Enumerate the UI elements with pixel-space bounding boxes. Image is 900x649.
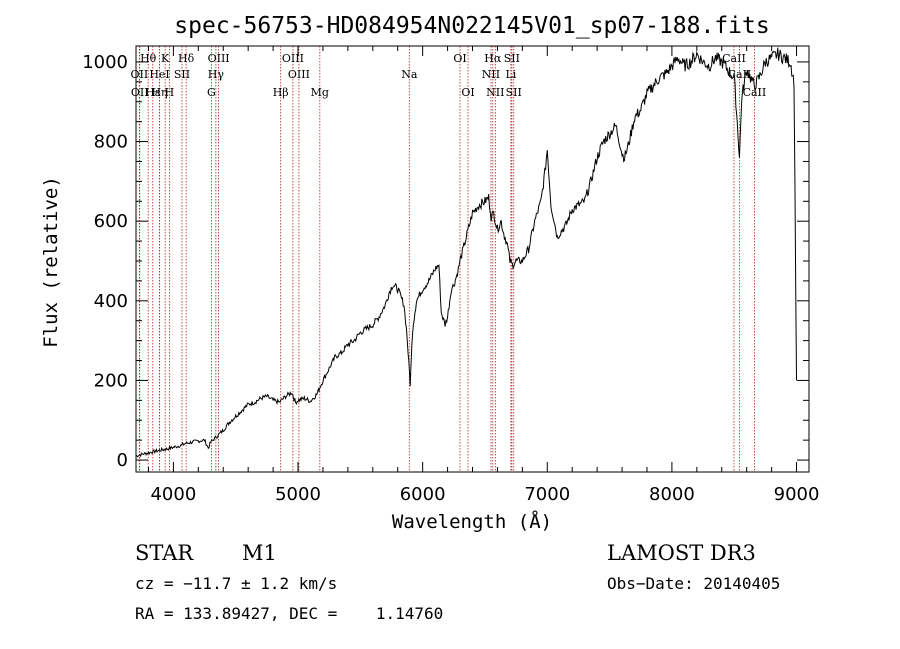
- x-axis-ticks: 4000 5000 6000 7000 8000 9000: [147, 46, 820, 505]
- y-tick-label-4: 800: [94, 132, 128, 153]
- x-tick-label-3: 7000: [524, 484, 570, 505]
- line-label-13: Hβ: [273, 86, 289, 99]
- line-label-28: CaII: [743, 86, 767, 99]
- x-tick-label-1: 5000: [275, 484, 321, 505]
- line-label-21: NII: [482, 68, 500, 81]
- x-axis-label: Wavelength (Å): [392, 510, 552, 533]
- y-tick-label-0: 0: [117, 450, 128, 471]
- line-label-17: Na: [401, 68, 418, 81]
- line-label-18: OI: [453, 52, 466, 65]
- object-subclass: M1: [242, 541, 277, 565]
- line-label-7: H: [165, 86, 175, 99]
- line-label-4: HeI: [149, 68, 169, 81]
- x-tick-label-5: 9000: [774, 484, 820, 505]
- x-tick-label-4: 8000: [649, 484, 695, 505]
- plot-frame: [135, 45, 810, 473]
- line-label-12: G: [207, 86, 216, 99]
- line-label-9: Hδ: [178, 52, 195, 65]
- y-tick-label-2: 400: [94, 291, 128, 312]
- x-tick-label-2: 6000: [400, 484, 446, 505]
- line-label-6: Hη: [151, 86, 167, 99]
- line-label-0: Hθ: [140, 52, 157, 65]
- y-axis-label: Flux (relative): [40, 176, 62, 348]
- line-label-26: CaII: [722, 52, 746, 65]
- line-label-3: Hε: [145, 86, 161, 99]
- object-class: STAR: [135, 541, 194, 565]
- line-label-8: SII: [174, 68, 190, 81]
- line-label-27: CaII: [728, 68, 752, 81]
- y-axis-ticks: 0 200 400 600 800 1000: [82, 52, 809, 471]
- spectrum-line: [135, 47, 797, 458]
- coordinates: RA = 133.89427, DEC = 1.14760: [135, 604, 443, 623]
- line-label-5: K: [161, 52, 170, 65]
- line-label-25: SII: [506, 86, 522, 99]
- observation-date: Obs−Date: 20140405: [607, 574, 780, 593]
- redshift-velocity: cz = −11.7 ± 1.2 km/s: [135, 574, 337, 593]
- line-label-15: OIII: [288, 68, 310, 81]
- line-label-10: OIII: [208, 52, 230, 65]
- line-label-11: Hγ: [208, 68, 225, 81]
- y-tick-label-5: 1000: [82, 52, 128, 73]
- survey-name: LAMOST DR3: [607, 541, 756, 565]
- line-label-24: Li: [505, 68, 516, 81]
- line-label-14: OIII: [282, 52, 304, 65]
- line-label-23: SII: [504, 52, 520, 65]
- y-tick-label-1: 200: [94, 370, 128, 391]
- line-label-1: OII: [131, 68, 149, 81]
- chart-title: spec-56753-HD084954N022145V01_sp07-188.f…: [174, 13, 769, 39]
- y-tick-label-3: 600: [94, 211, 128, 232]
- line-label-2: OII: [131, 86, 149, 99]
- line-label-19: OI: [461, 86, 474, 99]
- line-label-22: NII: [486, 86, 504, 99]
- line-label-20: Hα: [484, 52, 502, 65]
- line-label-16: Mg: [311, 86, 329, 99]
- spectral-line-markers: [138, 46, 755, 472]
- x-tick-label-0: 4000: [150, 484, 196, 505]
